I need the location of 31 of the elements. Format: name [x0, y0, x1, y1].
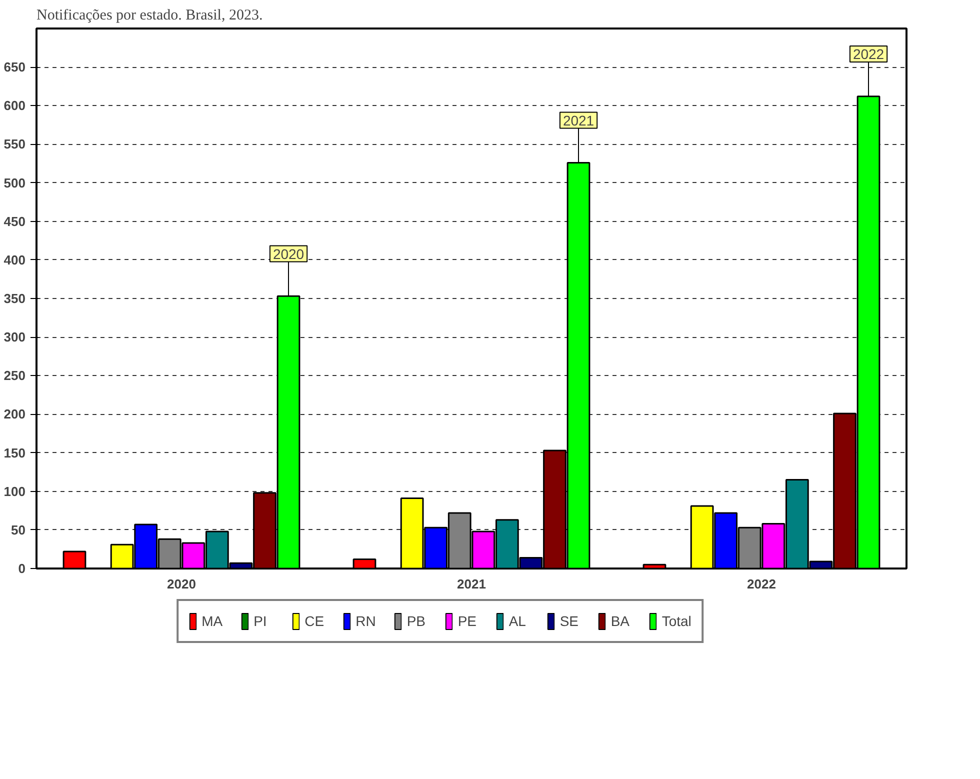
legend-label: Total	[662, 613, 692, 629]
chart-title: Notificações por estado. Brasil, 2023.	[36, 8, 263, 24]
legend-label: PI	[254, 613, 268, 629]
y-tick-label: 50	[11, 522, 26, 538]
y-tick-label: 150	[4, 445, 26, 460]
legend-label: PB	[406, 613, 426, 629]
x-tick-label: 2021	[457, 576, 486, 592]
legend-label: RN	[356, 613, 376, 629]
y-tick-label: 350	[4, 291, 26, 306]
y-tick-label: 650	[4, 60, 26, 75]
legend-label: SE	[560, 613, 580, 629]
y-tick-label: 0	[18, 561, 26, 576]
annotation: 2022	[852, 46, 884, 62]
legend-label: AL	[508, 613, 527, 629]
y-tick-label: 250	[4, 368, 26, 384]
y-tick-label: 600	[4, 98, 26, 114]
y-tick-label: 550	[4, 136, 26, 152]
x-tick-label: 2020	[167, 576, 196, 592]
y-tick-label: 400	[4, 252, 26, 268]
legend-label: PE	[458, 613, 478, 629]
x-tick-label: 2022	[747, 576, 776, 592]
legend-label: MA	[202, 613, 223, 629]
annotation: 2020	[272, 246, 304, 262]
legend-label: BA	[610, 613, 630, 629]
y-tick-label: 300	[4, 330, 26, 345]
y-tick-label: 500	[4, 175, 26, 190]
legend-label: CE	[304, 613, 325, 629]
y-tick-label: 450	[4, 214, 26, 229]
y-tick-label: 200	[4, 406, 26, 422]
y-tick-label: 100	[4, 484, 26, 499]
annotation: 2021	[562, 112, 594, 128]
